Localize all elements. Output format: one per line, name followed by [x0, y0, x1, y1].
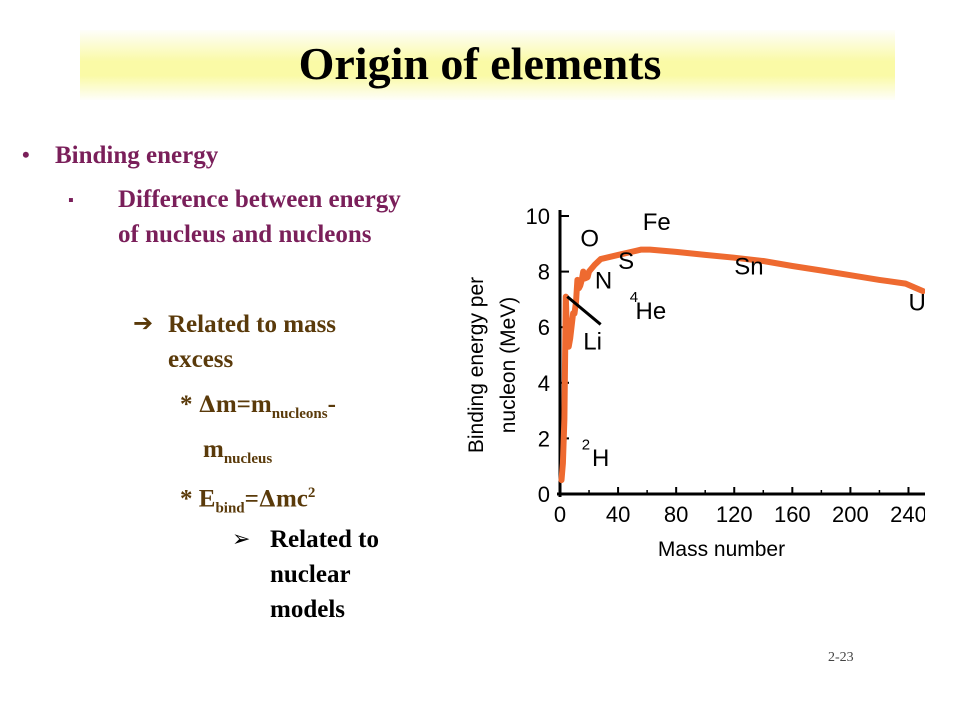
eq2-delta: Δ [258, 486, 276, 513]
eq1-star: * [180, 391, 193, 418]
equation-binding-energy: * Ebind=Δmc2 [180, 476, 420, 526]
x-axis-label: Mass number [658, 538, 785, 561]
y-tick-label: 0 [538, 482, 550, 507]
x-tick-label: 200 [832, 502, 869, 527]
annotation-label: 4 [630, 289, 638, 306]
eq2-sub-bind: bind [215, 500, 245, 517]
title-band [80, 30, 895, 100]
annotation-label: 2 [582, 437, 590, 454]
equation-mass-defect: * Δm=mnucleons- [180, 387, 420, 432]
y-tick-label: 2 [538, 426, 550, 451]
x-tick-label: 0 [554, 502, 566, 527]
binding-energy-curve [558, 246, 925, 484]
eq1-sub-nucleus: nucleus [223, 451, 273, 467]
eq2-equals: = [244, 485, 259, 513]
binding-energy-chart: 0 2 4 6 8 10 0 40 80 120 160 200 240 Mass number Bindi… [465, 204, 925, 561]
eq2-sup: 2 [307, 485, 316, 501]
eq1-m: m=m [215, 391, 272, 418]
annotation-label: He [636, 298, 667, 325]
page-number: 2-23 [828, 650, 854, 665]
annotation-label: N [595, 267, 612, 294]
check-arrow-icon: ➢ [232, 527, 251, 552]
eq1-dash: - [327, 391, 336, 418]
eq1-sub-nucleons: nucleons [271, 406, 328, 422]
sub-bullet-nuclear-models: Related to nuclear models [270, 526, 379, 623]
arrow-icon: ➔ [133, 309, 154, 337]
bullet-difference: Difference between energy of nucleus and… [118, 186, 401, 248]
slide-title: Origin of elements [298, 38, 662, 89]
y-axis-label-line1: Binding energy per [465, 277, 488, 453]
annotation-label: S [618, 248, 634, 275]
annotation-label: U [908, 290, 925, 317]
eq2-mc: mc [275, 485, 308, 513]
eq1-delta: Δ [198, 392, 216, 418]
y-tick-label: 6 [538, 315, 550, 340]
annotation-label: O [580, 226, 599, 253]
x-tick-label: 40 [606, 502, 630, 527]
y-axis-label-line2: nucleon (MeV) [497, 297, 520, 434]
annotation-label: Fe [643, 209, 671, 236]
x-tick-label: 160 [774, 502, 811, 527]
equation-mass-defect-cont: mnucleus [203, 432, 403, 477]
x-tick-label: 120 [716, 502, 753, 527]
y-tick-label: 10 [526, 204, 550, 229]
annotation-label: H [592, 445, 609, 472]
square-bullet-icon: ▪ [68, 192, 74, 209]
y-tick-label: 4 [538, 371, 550, 396]
annotation-label: Li [583, 328, 602, 355]
y-tick-label: 8 [538, 260, 550, 285]
bullet-binding-energy: Binding energy [55, 142, 219, 169]
arrow-item-mass-excess: Related to mass excess [168, 311, 337, 373]
eq2-star: * [180, 485, 193, 513]
he4-pointer-line [566, 295, 602, 326]
x-tick-label: 80 [664, 502, 688, 527]
x-tick-label: 240 [890, 502, 925, 527]
bullet-dot: • [22, 142, 30, 167]
eq1-m2: m [203, 436, 224, 463]
eq2-E: E [198, 485, 216, 513]
annotation-label: Sn [734, 253, 763, 280]
